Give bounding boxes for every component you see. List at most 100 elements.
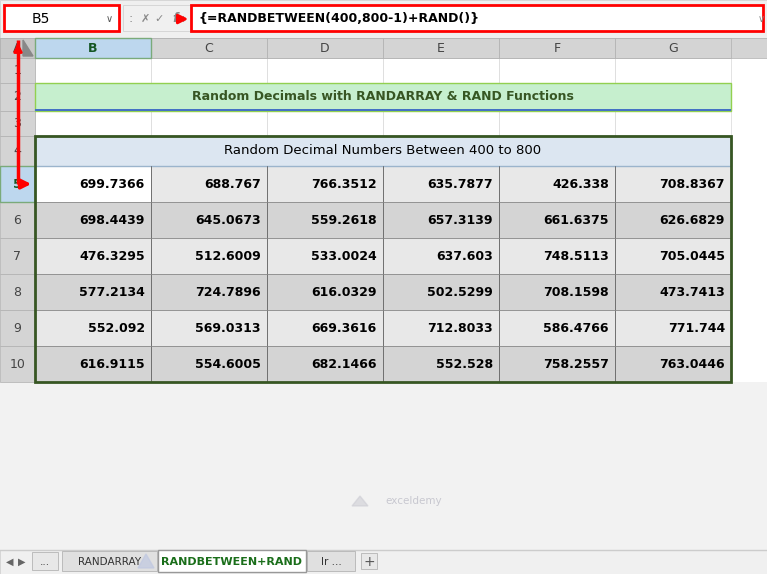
Bar (383, 166, 499, 202)
Bar (267, 346, 383, 382)
Text: 712.8033: 712.8033 (427, 321, 493, 335)
Bar (0, 310, 35, 346)
Bar (0, 38, 35, 58)
Text: 616.9115: 616.9115 (79, 358, 145, 370)
Bar (4, 5, 119, 31)
Bar (383, 38, 499, 58)
Text: ∨: ∨ (105, 14, 113, 24)
Bar (383, 238, 499, 274)
Text: 766.3512: 766.3512 (311, 177, 377, 191)
Bar (0, 111, 35, 136)
Text: 9: 9 (14, 321, 21, 335)
Bar (499, 166, 615, 202)
Text: C: C (205, 41, 213, 55)
Bar (499, 346, 615, 382)
Text: 763.0446: 763.0446 (660, 358, 725, 370)
Bar (499, 310, 615, 346)
Text: Random Decimal Numbers Between 400 to 800: Random Decimal Numbers Between 400 to 80… (225, 145, 542, 157)
Bar (0, 0, 767, 38)
Bar (151, 238, 267, 274)
Bar (267, 136, 383, 166)
Text: G: G (668, 41, 678, 55)
Text: Random Decimals with RANDARRAY & RAND Functions: Random Decimals with RANDARRAY & RAND Fu… (192, 91, 574, 103)
Bar (267, 202, 383, 238)
Text: 2: 2 (14, 91, 21, 103)
Bar (267, 274, 383, 310)
Bar (383, 166, 499, 202)
Text: 699.7366: 699.7366 (80, 177, 145, 191)
Text: 4: 4 (14, 145, 21, 157)
Bar (267, 310, 383, 346)
Text: x: x (179, 14, 185, 24)
Bar (615, 136, 731, 166)
Bar (151, 274, 267, 310)
Bar (499, 274, 615, 310)
Text: 552.528: 552.528 (436, 358, 493, 370)
Bar (615, 310, 731, 346)
Bar (499, 83, 615, 111)
Bar (151, 346, 267, 382)
Text: 616.0329: 616.0329 (311, 285, 377, 298)
Bar (383, 274, 499, 310)
Text: 705.0445: 705.0445 (659, 250, 725, 262)
Bar (151, 136, 267, 166)
Text: 426.338: 426.338 (552, 177, 609, 191)
Bar (267, 238, 383, 274)
Polygon shape (138, 554, 154, 568)
Bar (499, 166, 615, 202)
Bar (35, 136, 731, 382)
Bar (499, 238, 615, 274)
Text: +: + (364, 555, 375, 569)
Text: 554.6005: 554.6005 (195, 358, 261, 370)
Bar (267, 38, 383, 58)
Bar (615, 346, 731, 382)
Text: 10: 10 (9, 358, 25, 370)
Bar (151, 238, 267, 274)
Text: 559.2618: 559.2618 (311, 214, 377, 227)
Bar (383, 238, 499, 274)
Bar (0, 83, 35, 111)
Text: 657.3139: 657.3139 (427, 214, 493, 227)
Bar (499, 274, 615, 310)
Text: 771.744: 771.744 (668, 321, 725, 335)
Bar (62, 551, 157, 571)
Bar (267, 274, 383, 310)
Bar (151, 166, 267, 202)
Bar (267, 58, 383, 83)
Bar (383, 274, 499, 310)
Text: 682.1466: 682.1466 (311, 358, 377, 370)
Text: 669.3616: 669.3616 (311, 321, 377, 335)
Bar (383, 202, 499, 238)
Bar (615, 38, 731, 58)
Bar (615, 111, 731, 136)
Bar (615, 83, 731, 111)
Bar (615, 202, 731, 238)
Polygon shape (352, 496, 368, 506)
Text: ✗: ✗ (140, 14, 150, 24)
Bar (151, 83, 267, 111)
Bar (383, 58, 499, 83)
Polygon shape (23, 40, 33, 56)
Text: 476.3295: 476.3295 (79, 250, 145, 262)
Bar (383, 111, 499, 136)
Bar (615, 310, 731, 346)
Bar (35, 58, 151, 83)
Text: 708.1598: 708.1598 (543, 285, 609, 298)
Text: F: F (554, 41, 561, 55)
Bar (383, 136, 499, 166)
Bar (35, 83, 731, 111)
Bar (383, 310, 499, 346)
Bar (615, 58, 731, 83)
Bar (383, 202, 499, 238)
Text: RANDARRAY: RANDARRAY (78, 557, 141, 567)
Bar (615, 238, 731, 274)
Text: 5: 5 (13, 177, 22, 191)
Text: ...: ... (40, 557, 50, 567)
Bar (0, 166, 35, 202)
Bar (35, 274, 151, 310)
Bar (136, 553, 156, 569)
Text: 586.4766: 586.4766 (544, 321, 609, 335)
Bar (383, 346, 499, 382)
Bar (35, 38, 151, 58)
Bar (499, 136, 615, 166)
